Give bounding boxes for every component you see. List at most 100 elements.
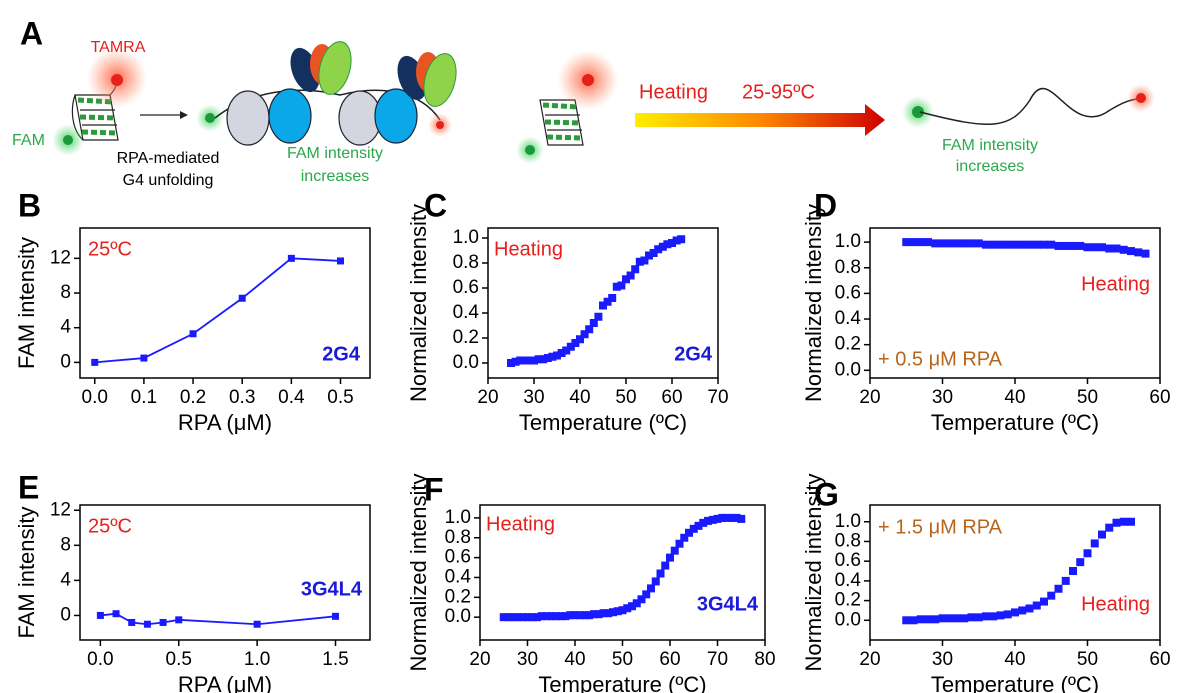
data-point <box>499 613 508 622</box>
data-point <box>608 294 617 302</box>
data-point <box>612 282 621 291</box>
plot-frame <box>487 227 719 379</box>
data-point <box>1003 240 1012 249</box>
annotation: 25ºC <box>88 238 132 260</box>
increase-text: FAM intensity <box>287 145 383 162</box>
data-point <box>528 613 537 622</box>
x-tick-label: 20 <box>859 649 880 670</box>
data-point <box>585 325 594 334</box>
data-point <box>647 584 655 593</box>
x-tick-label: 70 <box>707 387 728 408</box>
y-axis-title: Normalized intensity <box>406 204 431 402</box>
data-point <box>571 339 580 347</box>
data-point <box>642 590 651 599</box>
data-point <box>189 330 197 338</box>
data-point <box>507 359 515 367</box>
data-point <box>1069 241 1077 250</box>
data-point <box>590 610 598 619</box>
y-tick-label: 8 <box>60 282 71 303</box>
x-axis-title: Temperature (ºC) <box>931 410 1099 435</box>
data-point <box>967 239 976 248</box>
data-point <box>1054 241 1063 250</box>
data-point <box>1076 241 1085 250</box>
y-tick-label: 8 <box>60 534 71 555</box>
x-tick-label: 50 <box>615 387 636 408</box>
x-tick-label: 20 <box>477 387 498 408</box>
data-line <box>100 612 336 626</box>
panel-label: E <box>18 469 39 505</box>
data-point <box>594 312 603 321</box>
data-point <box>931 615 940 624</box>
x-tick-label: 50 <box>1077 387 1098 408</box>
data-point <box>651 577 660 586</box>
x-tick-label: 0.0 <box>87 649 113 670</box>
panel-label: G <box>814 476 839 512</box>
panel-label: C <box>424 187 447 223</box>
data-point <box>1127 247 1135 256</box>
x-axis-title: Temperature (ºC) <box>519 410 687 435</box>
increase-text: FAM intensity <box>942 137 1038 154</box>
data-point <box>1040 240 1048 249</box>
y-tick-label: 0.6 <box>453 277 479 298</box>
data-point <box>680 533 689 542</box>
y-tick-label: 1.0 <box>835 511 861 532</box>
data-point <box>628 602 636 611</box>
data-point <box>534 355 543 364</box>
y-tick-label: 12 <box>50 499 71 520</box>
increase-text: increases <box>301 168 369 185</box>
y-tick-label: 0.6 <box>835 282 861 303</box>
annotation: Heating <box>1081 593 1150 615</box>
x-tick-label: 30 <box>523 387 544 408</box>
data-point <box>666 553 674 562</box>
data-point <box>530 356 538 365</box>
data-point <box>547 612 556 621</box>
y-tick-label: 4 <box>60 569 71 590</box>
data-point <box>1119 245 1128 254</box>
y-tick-label: 0.2 <box>445 586 471 607</box>
data-point <box>604 609 613 618</box>
data-point <box>635 257 644 266</box>
data-point <box>718 513 727 522</box>
x-tick-label: 1.5 <box>322 649 348 670</box>
data-point <box>960 239 969 248</box>
data-point <box>128 618 136 626</box>
data-point <box>924 238 932 247</box>
data-point <box>618 606 627 615</box>
data-point <box>175 616 183 624</box>
data-point <box>960 614 969 623</box>
annotation: + 1.5 μM RPA <box>878 516 1003 538</box>
x-tick-label: 40 <box>564 649 585 670</box>
data-point <box>1119 517 1128 526</box>
data-point <box>1090 243 1099 252</box>
data-point <box>1127 517 1135 526</box>
y-tick-label: 0 <box>60 351 71 372</box>
data-point <box>902 616 911 625</box>
data-point <box>1054 584 1063 593</box>
data-point <box>909 616 918 625</box>
data-point <box>658 242 667 251</box>
data-point <box>974 239 983 248</box>
data-point <box>938 239 947 248</box>
data-point <box>516 356 525 365</box>
data-point <box>552 612 560 621</box>
data-point <box>575 611 584 620</box>
annotation: 3G4L4 <box>697 593 759 615</box>
x-tick-label: 0.1 <box>131 387 157 408</box>
y-tick-label: 0.2 <box>835 334 861 355</box>
x-tick-label: 40 <box>569 387 590 408</box>
step-text: RPA-mediated <box>117 150 220 167</box>
data-point <box>1112 244 1121 253</box>
data-point <box>1141 249 1150 258</box>
x-tick-label: 0.3 <box>229 387 255 408</box>
data-point <box>525 356 534 365</box>
x-tick-label: 70 <box>707 649 728 670</box>
data-point <box>571 611 579 620</box>
data-point <box>672 236 681 245</box>
data-point <box>1105 244 1114 253</box>
y-tick-label: 4 <box>60 317 71 338</box>
data-point <box>708 515 717 524</box>
data-point <box>566 611 575 620</box>
data-point <box>1134 248 1143 257</box>
data-point <box>143 620 151 628</box>
annotation: + 0.5 μM RPA <box>878 348 1003 370</box>
